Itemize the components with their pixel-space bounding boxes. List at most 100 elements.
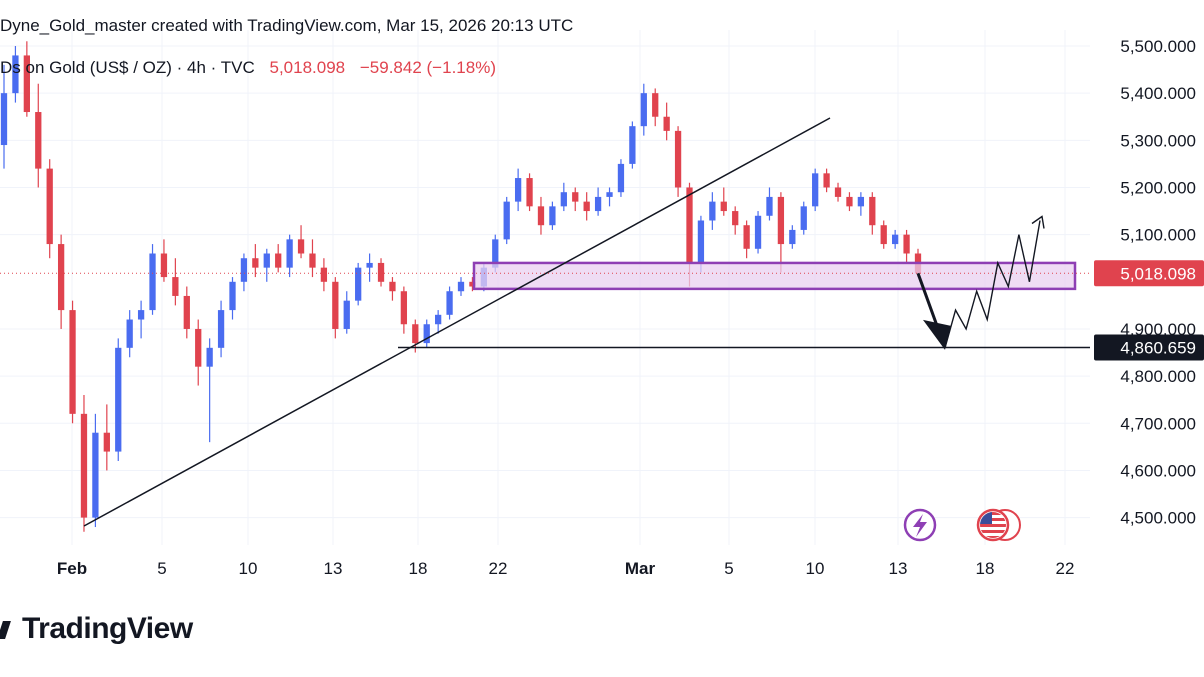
candle-body	[23, 55, 30, 113]
price-tick-label: 5,300.000	[1120, 131, 1196, 150]
candle-body	[812, 173, 819, 207]
candle-body	[69, 310, 76, 414]
candle-body	[103, 432, 110, 452]
price-tick-label: 4,500.000	[1120, 509, 1196, 528]
brand-name: TradingView	[22, 612, 193, 645]
candle-body	[400, 291, 408, 325]
candle-body	[846, 196, 853, 207]
candle-body	[834, 187, 842, 197]
time-tick-label: 13	[889, 559, 908, 578]
time-tick-label: 22	[1056, 559, 1075, 578]
candle-body	[720, 201, 727, 212]
candle-body	[160, 253, 168, 278]
candle-body	[297, 239, 305, 254]
time-tick-label: Feb	[57, 559, 87, 578]
price-tick-label: 4,900.000	[1120, 320, 1196, 339]
candle-body	[80, 413, 88, 518]
candle-body	[446, 291, 453, 315]
projection-up-arrowhead	[1031, 215, 1045, 229]
time-tick-label: 22	[489, 559, 508, 578]
candle-body	[12, 55, 19, 94]
time-axis: Feb 5 10 13 18 22 Mar 5 10 13 18 22	[57, 559, 1075, 578]
candle-body	[800, 206, 807, 230]
last-price: 5,018.098	[269, 58, 346, 77]
candle-body	[526, 178, 533, 207]
candle-body	[423, 324, 430, 344]
support-level-label-bg	[1094, 334, 1204, 361]
candle-body	[309, 253, 316, 268]
annotations	[0, 117, 1090, 527]
tradingview-logo[interactable]: TradingView	[0, 612, 193, 646]
candle-body	[195, 328, 202, 367]
candle-body	[514, 178, 522, 202]
candle-body	[137, 310, 145, 320]
candle-body	[572, 192, 579, 202]
event-icons	[903, 508, 1021, 542]
symbol-info-line: Ds on Gold (US$ / OZ) · 4h · TVC 5,018.0…	[0, 58, 496, 78]
candle-body	[640, 93, 647, 127]
candle-body	[172, 277, 179, 296]
time-tick-label: 10	[806, 559, 825, 578]
candle-body	[320, 267, 328, 282]
time-tick-label: 18	[409, 559, 428, 578]
candle-body	[46, 168, 53, 245]
candle-body	[435, 314, 442, 325]
candle-body	[0, 93, 8, 146]
demand-zone	[472, 261, 1077, 291]
current-price-label: 5,018.098	[1120, 264, 1196, 283]
price-tick-label: 5,100.000	[1120, 226, 1196, 245]
candle-body	[594, 196, 602, 212]
time-tick-label: 10	[239, 559, 258, 578]
time-tick-label: 5	[724, 559, 733, 578]
time-tick-label: 5	[157, 559, 166, 578]
candle-body	[686, 187, 693, 263]
projection-arrowhead	[923, 319, 951, 350]
candle-body	[35, 112, 42, 169]
candle-body	[275, 253, 282, 268]
time-tick-label: 18	[976, 559, 995, 578]
price-tick-label: 5,200.000	[1120, 178, 1196, 197]
candle-body	[709, 201, 716, 221]
price-axis: 5,500.000 5,400.000 5,300.000 5,200.000 5,10…	[1094, 37, 1204, 528]
price-tick-label: 4,800.000	[1120, 367, 1196, 386]
candle-body	[732, 211, 739, 226]
candle-body	[252, 258, 259, 268]
candle-body	[697, 220, 705, 263]
price-tick-label: 4,700.000	[1120, 414, 1196, 433]
candle-body	[823, 173, 830, 188]
candle-body	[903, 234, 910, 254]
candle-body	[115, 347, 122, 452]
lightning-event-icon[interactable]	[903, 508, 937, 542]
candle-body	[183, 295, 190, 329]
candle-body	[92, 432, 99, 518]
candle-body	[674, 130, 682, 188]
candle-body	[549, 206, 556, 226]
candles	[0, 41, 922, 532]
candle-body	[537, 206, 545, 226]
price-tick-label: 4,600.000	[1120, 461, 1196, 480]
support-level-label: 4,860.659	[1120, 339, 1196, 358]
candle-body	[617, 163, 625, 193]
candle-body	[286, 239, 293, 268]
projection-zigzag	[944, 220, 1041, 349]
candle-body	[457, 281, 465, 292]
candle-body	[857, 196, 865, 207]
candle-body	[560, 192, 567, 207]
time-tick-label: Mar	[625, 559, 656, 578]
current-price-label-bg	[1094, 260, 1204, 287]
symbol-description: Ds on Gold (US$ / OZ) · 4h · TVC	[0, 58, 255, 77]
candle-body	[57, 244, 65, 311]
candle-body	[583, 201, 590, 212]
price-change: −59.842 (−1.18%)	[359, 58, 496, 77]
candle-body	[663, 116, 670, 131]
candle-body	[777, 196, 785, 245]
candle-body	[743, 225, 750, 249]
candle-body	[355, 267, 362, 301]
candle-body	[332, 281, 339, 329]
candle-body	[263, 253, 270, 268]
us-flag-event-icon[interactable]	[976, 508, 1021, 542]
candle-body	[754, 215, 762, 249]
chart-creator-line: Dyne_Gold_master created with TradingVie…	[0, 16, 574, 35]
candle-body	[789, 229, 796, 245]
